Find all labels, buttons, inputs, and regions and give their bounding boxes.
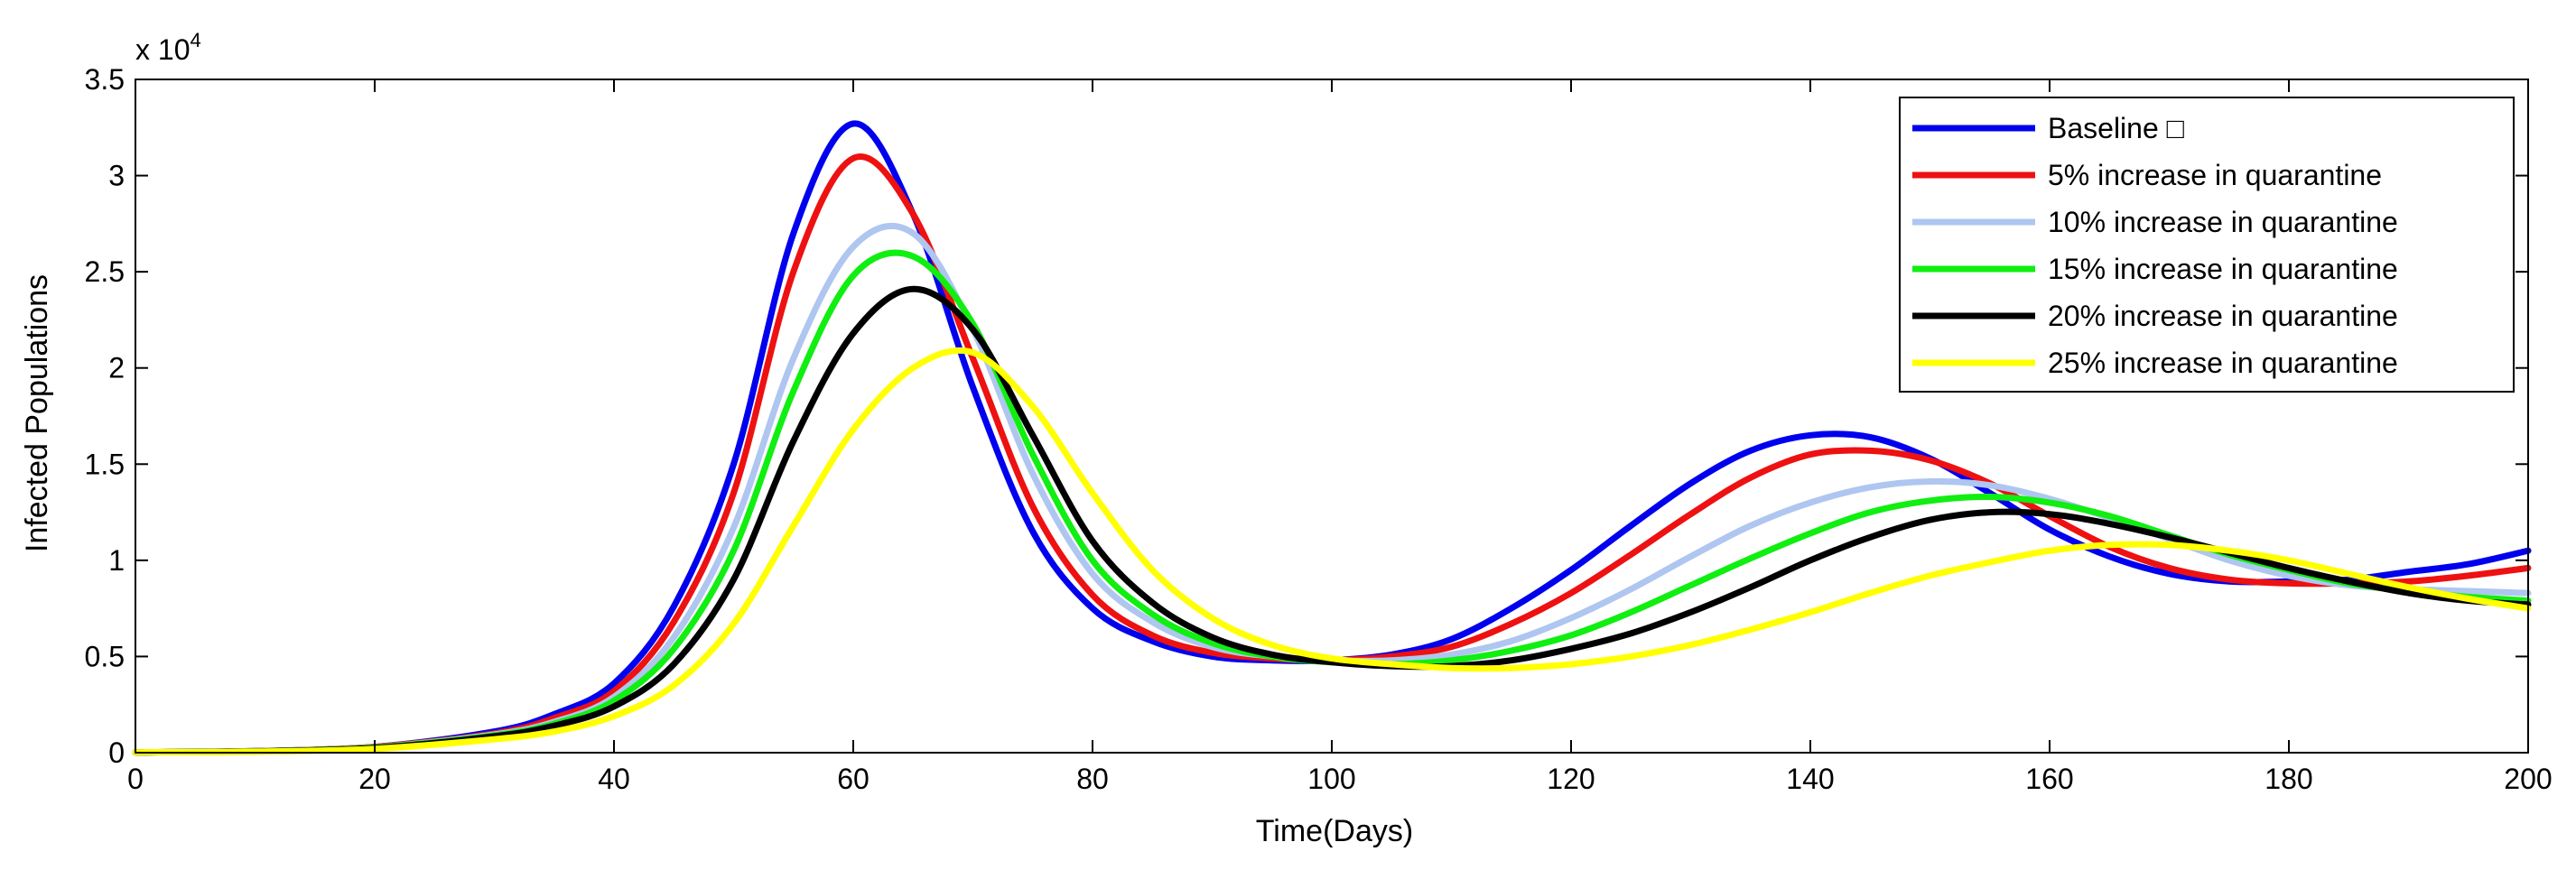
x-tick-label: 0 xyxy=(127,763,144,795)
x-axis-ticks: 0 20 40 60 80 100 120 140 160 180 200 xyxy=(127,79,2553,795)
y-tick-label: 2 xyxy=(108,352,125,384)
y-exponent-base: x 10 xyxy=(135,33,190,66)
legend-label-5: 25% increase in quarantine xyxy=(2048,347,2398,379)
legend-label-2: 10% increase in quarantine xyxy=(2048,206,2398,238)
y-tick-label: 3.5 xyxy=(85,63,125,96)
x-tick-label: 160 xyxy=(2025,763,2073,795)
x-tick-label: 120 xyxy=(1547,763,1595,795)
legend-label-4: 20% increase in quarantine xyxy=(2048,300,2398,332)
x-tick-label: 200 xyxy=(2504,763,2552,795)
x-tick-label: 60 xyxy=(837,763,870,795)
legend-items: Baseline □ 5% increase in quarantine 10% i… xyxy=(1912,112,2398,379)
x-tick-label: 100 xyxy=(1307,763,1355,795)
legend-label-3: 15% increase in quarantine xyxy=(2048,253,2398,285)
legend: Baseline □ 5% increase in quarantine 10% i… xyxy=(1899,97,2515,393)
y-axis-ticks: 0 0.5 1 1.5 2 2.5 3 3.5 xyxy=(85,63,2528,769)
x-tick-label: 40 xyxy=(598,763,630,795)
y-tick-label: 0 xyxy=(108,736,125,769)
y-tick-label: 3 xyxy=(108,160,125,192)
y-tick-label: 1 xyxy=(108,544,125,577)
x-tick-label: 140 xyxy=(1786,763,1834,795)
series-line-4 xyxy=(132,285,2532,756)
series-line-5 xyxy=(132,347,2532,756)
series-lines xyxy=(132,120,2532,756)
y-axis-exponent: x 104 xyxy=(135,29,201,66)
y-exponent-power: 4 xyxy=(190,29,200,51)
x-tick-label: 180 xyxy=(2264,763,2312,795)
y-tick-label: 0.5 xyxy=(85,640,125,672)
y-tick-label: 1.5 xyxy=(85,448,125,480)
y-axis-title: Infected Populations xyxy=(20,274,54,552)
legend-box xyxy=(1899,97,2515,393)
legend-label-1: 5% increase in quarantine xyxy=(2048,159,2382,191)
x-tick-label: 20 xyxy=(358,763,391,795)
legend-label-0: Baseline □ xyxy=(2048,112,2185,144)
y-tick-label: 2.5 xyxy=(85,255,125,288)
x-tick-label: 80 xyxy=(1076,763,1109,795)
x-axis-title: Time(Days) xyxy=(1256,814,1413,848)
